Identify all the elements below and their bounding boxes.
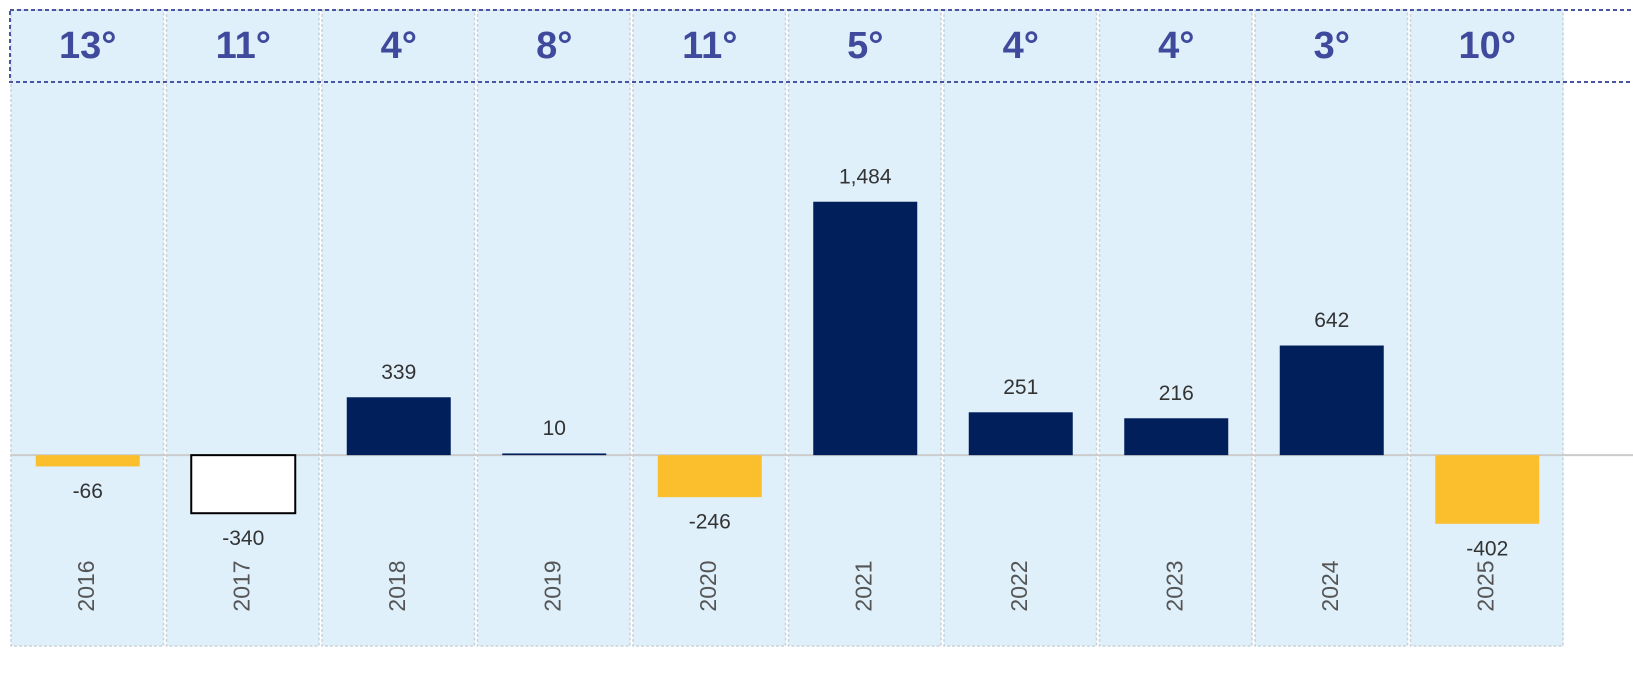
value-label: -66 <box>73 480 103 503</box>
rank-label: 13° <box>59 25 116 67</box>
column-bg <box>321 9 476 647</box>
value-label: 642 <box>1314 309 1349 332</box>
column-bg <box>1254 9 1409 647</box>
value-label: 10 <box>543 417 566 440</box>
bar <box>657 455 762 498</box>
bar <box>1279 345 1384 456</box>
column-bg <box>943 9 1098 647</box>
bar <box>968 412 1073 456</box>
rank-label: 11° <box>216 25 271 67</box>
column-bg <box>1098 9 1253 647</box>
column-bg <box>10 9 165 647</box>
rank-band <box>9 9 1633 83</box>
x-tick-label: 2021 <box>850 560 876 611</box>
column-bg <box>476 9 631 647</box>
value-label: -402 <box>1466 537 1508 560</box>
rank-label: 4° <box>1003 25 1039 67</box>
rank-label: 4° <box>1158 25 1194 67</box>
value-label: 1,484 <box>839 165 892 188</box>
value-label: 339 <box>381 361 416 384</box>
x-tick-label: 2016 <box>73 560 99 611</box>
column-bg <box>1409 9 1564 647</box>
value-label: 216 <box>1159 382 1194 405</box>
x-tick-label: 2017 <box>228 560 254 611</box>
bar <box>813 201 918 456</box>
x-tick-label: 2018 <box>384 560 410 611</box>
bar <box>1435 455 1540 524</box>
x-tick-label: 2024 <box>1317 560 1343 611</box>
rank-label: 11° <box>682 25 737 67</box>
rank-label: 4° <box>381 25 417 67</box>
x-tick-label: 2020 <box>695 560 721 611</box>
value-label: -340 <box>222 527 264 550</box>
x-tick-label: 2019 <box>539 560 565 611</box>
column-bg <box>165 9 320 647</box>
rank-label: 3° <box>1314 25 1350 67</box>
rank-label: 8° <box>536 25 572 67</box>
column-bg <box>632 9 787 647</box>
x-tick-label: 2025 <box>1472 560 1498 611</box>
rank-label: 5° <box>847 25 883 67</box>
bar <box>346 397 451 456</box>
x-tick-label: 2022 <box>1006 560 1032 611</box>
bar <box>35 455 140 467</box>
bar <box>1124 418 1229 456</box>
value-label: 251 <box>1003 376 1038 399</box>
bar <box>190 454 297 515</box>
bar <box>502 453 607 456</box>
x-tick-label: 2023 <box>1161 560 1187 611</box>
value-label: -246 <box>689 511 731 534</box>
rank-label: 10° <box>1459 25 1516 67</box>
